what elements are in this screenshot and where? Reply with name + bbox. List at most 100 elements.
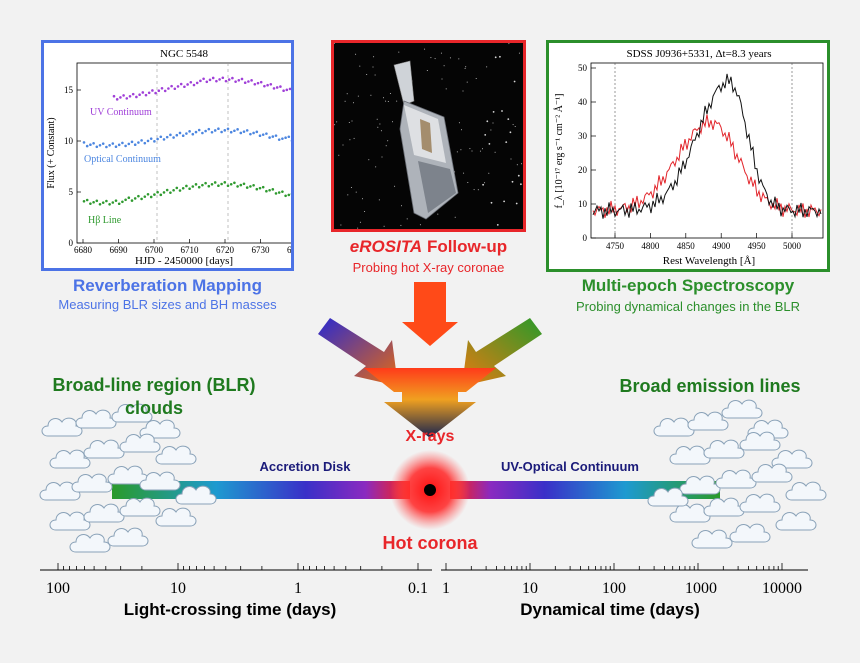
light-curve-y-tick-label: 15	[64, 85, 74, 95]
light-curve-point	[137, 141, 140, 144]
light-curve-point	[111, 142, 115, 145]
light-curve-point	[261, 185, 265, 189]
scale-right-tick-100: 100	[602, 580, 626, 597]
light-curve-point	[204, 129, 207, 133]
star	[456, 151, 458, 153]
cloud-icon	[715, 469, 757, 489]
broad-emission-lines-label: Broad emission lines	[619, 376, 801, 396]
light-curve-point	[82, 199, 86, 203]
spectrum-x-tick-label: 4750	[606, 241, 625, 251]
erosita-subtitle: Probing hot X-ray coronae	[352, 260, 505, 275]
light-curve-point	[127, 196, 131, 199]
light-curve-point	[181, 186, 185, 190]
light-curve-point	[117, 143, 121, 147]
star	[518, 52, 520, 54]
light-curve-point	[256, 81, 260, 85]
light-curve-y-tick-label: 0	[69, 238, 74, 248]
star	[394, 185, 396, 187]
light-curve-point	[85, 198, 89, 202]
star	[492, 111, 495, 113]
light-curve-point	[172, 136, 175, 139]
light-curve-point	[173, 87, 177, 91]
light-curve-point	[253, 82, 257, 86]
star	[376, 118, 378, 120]
light-curve-point	[167, 87, 170, 90]
light-curve-x-tick-label: 6700	[145, 245, 164, 255]
light-curve-point	[141, 91, 145, 94]
dynamical-time-title: Dynamical time (days)	[520, 600, 700, 619]
cloud-icon	[155, 445, 197, 465]
star	[488, 143, 491, 145]
light-curve-point	[146, 139, 150, 143]
light-curve-point	[288, 87, 292, 91]
star	[509, 131, 512, 134]
spectrum-title: SDSS J0936+5331, Δt=8.3 years	[626, 48, 771, 60]
spectrum-x-ticks: 4750 4800 4850 4900 4950 5000	[606, 233, 802, 251]
light-curve-point	[156, 137, 159, 141]
light-curve-point	[236, 128, 239, 131]
erosita-title: eROSITA Follow-up	[331, 237, 526, 257]
reverberation-subtitle: Measuring BLR sizes and BH masses	[58, 297, 277, 312]
star	[511, 180, 514, 183]
dynamical-time-ticks	[445, 563, 783, 570]
star	[449, 57, 451, 59]
star	[359, 65, 361, 67]
light-curve-point	[266, 83, 269, 87]
star	[375, 166, 377, 168]
light-curve-point	[127, 142, 131, 146]
light-curve-point	[255, 130, 259, 134]
star	[514, 126, 516, 127]
light-curve-point	[263, 84, 266, 88]
light-curve-point	[223, 129, 227, 132]
light-curve-point	[156, 190, 159, 194]
light-curve-point	[114, 199, 118, 202]
light-curve-point	[284, 136, 287, 140]
light-curve-point	[157, 89, 161, 92]
light-curve-point	[258, 134, 262, 138]
light-curve-point	[207, 127, 211, 131]
light-curve-point	[188, 130, 191, 133]
light-curve-point	[285, 88, 289, 92]
star	[385, 100, 387, 102]
cloud-icon	[721, 399, 763, 419]
star	[458, 58, 460, 60]
light-curve-point	[268, 136, 271, 139]
light-curve-point	[149, 195, 153, 199]
star	[340, 224, 342, 226]
scale-left-tick-10: 10	[170, 580, 186, 597]
light-curve-point	[163, 89, 167, 93]
light-curve-point	[133, 143, 137, 147]
scale-right-tick-1: 1	[442, 580, 450, 597]
light-curve-point	[195, 81, 199, 85]
light-curve-point	[211, 76, 215, 80]
light-curve-point	[130, 199, 134, 202]
light-curve-point	[138, 93, 141, 97]
star	[496, 224, 499, 226]
light-curve-point	[140, 197, 143, 201]
light-curve-point	[140, 139, 143, 142]
light-curve-point	[146, 193, 150, 196]
light-curve-y-tick-label: 5	[69, 187, 74, 197]
light-curve-ylabel: Flux (+ Constant)	[46, 117, 57, 188]
light-curve-point	[229, 130, 233, 134]
light-curve-point	[183, 85, 186, 89]
cloud-icon	[69, 533, 111, 553]
cloud-icon	[729, 523, 771, 543]
light-curve-point	[133, 197, 137, 200]
light-curve-point	[151, 89, 154, 92]
cloud-icon	[107, 527, 149, 547]
light-curve-point	[221, 76, 225, 80]
star	[513, 80, 516, 83]
light-curve-point	[82, 141, 86, 144]
light-curve-point	[114, 145, 118, 149]
spectrum-x-tick-label: 4850	[677, 241, 696, 251]
light-curve-point	[249, 132, 252, 136]
spectrum-plot: SDSS J0936+5331, Δt=8.3 years 4750 4800 48…	[553, 48, 824, 267]
light-curve-point	[279, 85, 282, 88]
light-curve-point	[284, 194, 287, 198]
spectrum-frame	[590, 62, 824, 239]
light-curve-point	[191, 132, 195, 136]
star	[357, 95, 359, 97]
star	[396, 100, 398, 102]
star	[490, 129, 492, 131]
